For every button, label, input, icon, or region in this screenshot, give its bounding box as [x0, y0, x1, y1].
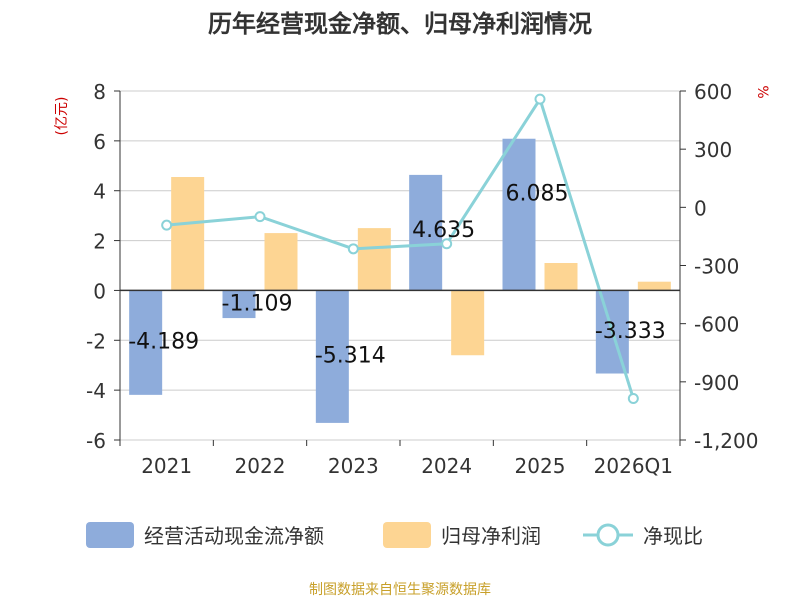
- bar-net-profit: [544, 263, 578, 291]
- left-tick-label: -4: [86, 379, 106, 403]
- x-tick-label: 2026Q1: [594, 454, 673, 478]
- bar-cashflow: [129, 290, 163, 395]
- right-tick-label: 600: [694, 80, 732, 104]
- right-tick-label: -1,200: [694, 429, 758, 453]
- bar-net-profit: [264, 233, 298, 291]
- left-tick-label: 2: [93, 230, 106, 254]
- right-tick-label: 300: [694, 138, 732, 162]
- bar-net-profit: [637, 281, 671, 291]
- left-tick-label: -6: [86, 429, 106, 453]
- data-label-cashflow: -5.314: [315, 344, 386, 369]
- gridlines: [120, 90, 680, 441]
- legend-label-cashflow: 经营活动现金流净额: [144, 524, 324, 548]
- legend-label-net-profit: 归母净利润: [441, 524, 541, 548]
- bar-cashflow: [222, 290, 256, 319]
- ratio-line: [161, 93, 639, 405]
- bar-cashflow: [409, 174, 443, 291]
- data-label-cashflow: 6.085: [506, 182, 569, 207]
- left-tick-label: 4: [93, 180, 106, 204]
- right-axis-unit-label: %: [754, 85, 770, 98]
- legend: 经营活动现金流净额 归母净利润 净现比: [86, 522, 703, 548]
- legend-item-net-profit[interactable]: 归母净利润: [383, 522, 541, 548]
- bar-net-profit: [451, 290, 485, 356]
- data-label-cashflow: -4.189: [128, 330, 199, 355]
- bar-marks: [129, 138, 671, 423]
- data-label-cashflow: 4.635: [412, 218, 475, 243]
- ratio-point: [161, 219, 173, 231]
- bar-net-profit: [171, 177, 205, 291]
- x-tick-label: 2021: [141, 454, 192, 478]
- source-footer: 制图数据来自恒生聚源数据库: [309, 582, 491, 598]
- right-tick-label: -900: [694, 371, 739, 395]
- bar-cashflow: [315, 290, 349, 423]
- right-tick-label: -600: [694, 313, 739, 337]
- left-tick-label: 6: [93, 130, 106, 154]
- legend-item-cashflow[interactable]: 经营活动现金流净额: [86, 522, 324, 548]
- legend-swatch-ratio-dot: [596, 523, 620, 547]
- legend-item-ratio[interactable]: 净现比: [583, 523, 703, 548]
- ratio-point: [534, 93, 546, 105]
- ratio-polyline: [166, 95, 635, 399]
- ratio-point: [627, 393, 639, 405]
- bar-net-profit: [357, 228, 391, 291]
- data-labels: -4.189 -1.109 -5.314 4.635 6.085 -3.333: [128, 182, 666, 369]
- axes: -6 -4 -2 0 2 4 6 8 -1,200 -900 -600 -300 0 300 600 2021…: [86, 80, 758, 478]
- data-label-cashflow: -1.109: [222, 291, 293, 316]
- right-tick-label: -300: [694, 255, 739, 279]
- left-tick-label: 8: [93, 80, 106, 104]
- right-tick-label: 0: [694, 196, 707, 220]
- legend-swatch-net-profit: [383, 522, 431, 548]
- left-axis-unit-label: (亿元): [54, 97, 70, 136]
- chart-title: 历年经营现金净额、归母净利润情况: [208, 10, 592, 38]
- ratio-point: [441, 238, 453, 250]
- left-tick-label: 0: [93, 279, 106, 303]
- data-label-cashflow: -3.333: [595, 319, 666, 344]
- legend-swatch-cashflow: [86, 522, 134, 548]
- ratio-point: [347, 243, 359, 255]
- x-tick-label: 2025: [515, 454, 566, 478]
- ratio-point: [254, 211, 266, 223]
- left-tick-label: -2: [86, 329, 106, 353]
- bar-cashflow: [502, 138, 536, 291]
- legend-label-ratio: 净现比: [643, 524, 703, 548]
- x-tick-label: 2024: [421, 454, 472, 478]
- x-tick-label: 2022: [235, 454, 286, 478]
- x-tick-label: 2023: [328, 454, 379, 478]
